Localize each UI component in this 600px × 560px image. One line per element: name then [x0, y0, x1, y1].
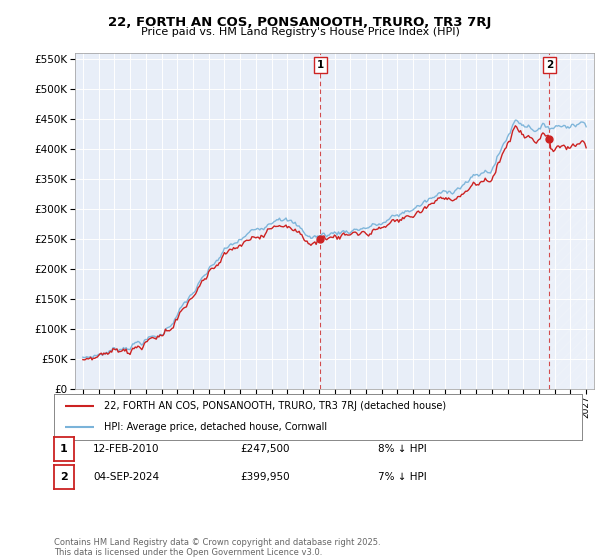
Text: 2: 2: [546, 60, 553, 70]
Text: 1: 1: [60, 444, 68, 454]
Text: 8% ↓ HPI: 8% ↓ HPI: [378, 444, 427, 454]
Text: 22, FORTH AN COS, PONSANOOTH, TRURO, TR3 7RJ: 22, FORTH AN COS, PONSANOOTH, TRURO, TR3…: [109, 16, 491, 29]
Text: Price paid vs. HM Land Registry's House Price Index (HPI): Price paid vs. HM Land Registry's House …: [140, 27, 460, 37]
Bar: [550, 53, 594, 389]
Text: £247,500: £247,500: [240, 444, 290, 454]
Text: 1: 1: [317, 60, 324, 70]
Text: 22, FORTH AN COS, PONSANOOTH, TRURO, TR3 7RJ (detached house): 22, FORTH AN COS, PONSANOOTH, TRURO, TR3…: [104, 401, 446, 411]
Text: Contains HM Land Registry data © Crown copyright and database right 2025.
This d: Contains HM Land Registry data © Crown c…: [54, 538, 380, 557]
Text: 04-SEP-2024: 04-SEP-2024: [93, 472, 159, 482]
Text: £399,950: £399,950: [240, 472, 290, 482]
Text: HPI: Average price, detached house, Cornwall: HPI: Average price, detached house, Corn…: [104, 422, 327, 432]
Text: 2: 2: [60, 472, 68, 482]
Text: 12-FEB-2010: 12-FEB-2010: [93, 444, 160, 454]
Text: 7% ↓ HPI: 7% ↓ HPI: [378, 472, 427, 482]
